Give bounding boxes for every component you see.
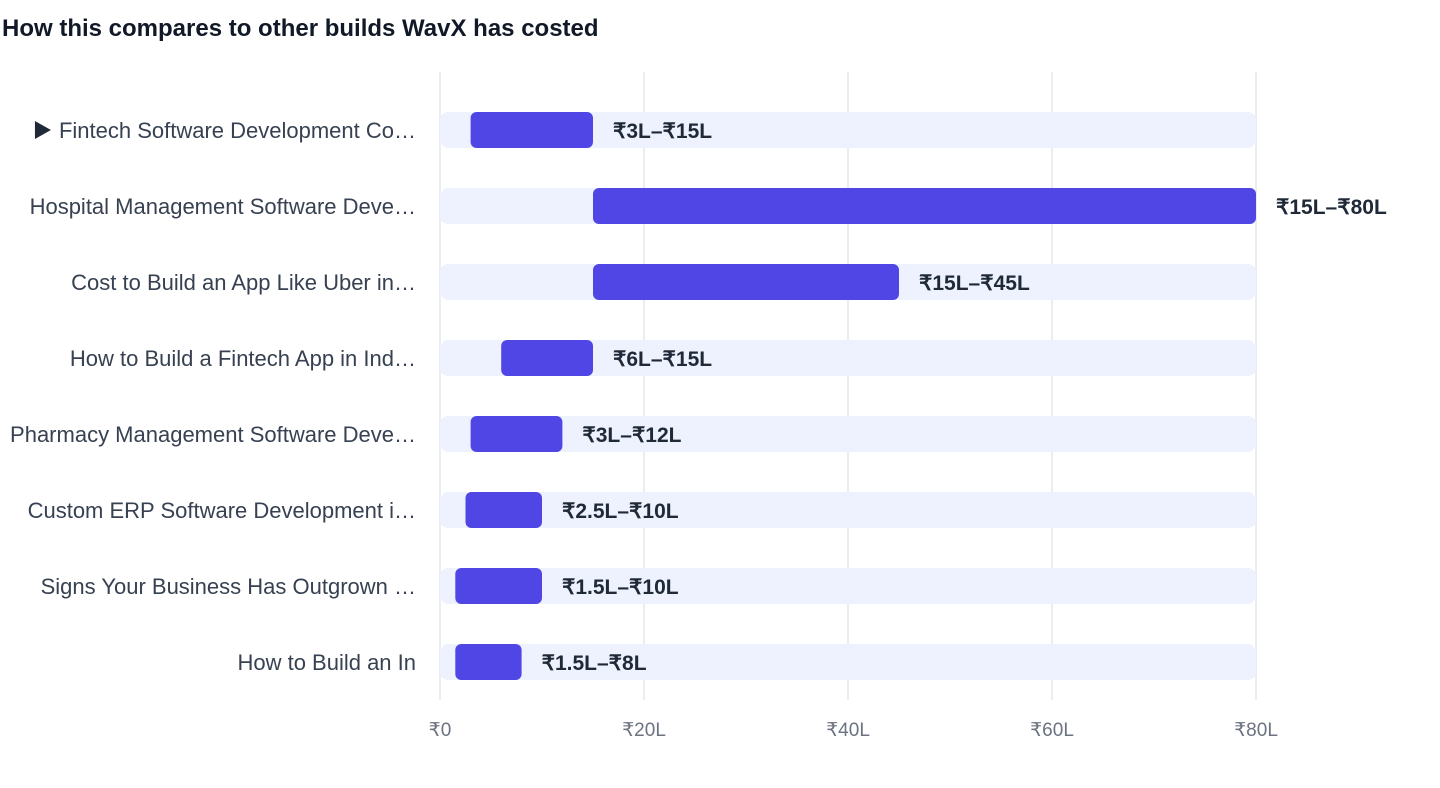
range-track — [440, 416, 1256, 452]
range-value-label: ₹3L–₹15L — [613, 120, 712, 143]
range-bar[interactable] — [455, 568, 542, 604]
x-tick-label: ₹60L — [1030, 720, 1074, 741]
range-value-label: ₹15L–₹80L — [1276, 196, 1387, 219]
x-tick-label: ₹80L — [1234, 720, 1278, 741]
range-bar[interactable] — [455, 644, 522, 680]
range-value-label: ₹1.5L–₹8L — [542, 652, 647, 675]
range-value-label: ₹1.5L–₹10L — [562, 576, 679, 599]
range-bar[interactable] — [470, 112, 593, 148]
category-label: How to Build a Fintech App in Ind… — [70, 346, 416, 371]
category-label: Signs Your Business Has Outgrown … — [41, 574, 416, 599]
range-bar[interactable] — [465, 492, 543, 528]
range-track — [440, 340, 1256, 376]
x-tick-label: ₹20L — [622, 720, 666, 741]
category-label: Custom ERP Software Development i… — [28, 498, 416, 523]
x-tick-label: ₹0 — [429, 720, 452, 741]
range-track — [440, 112, 1256, 148]
label-layer: Fintech Software Development Co… ₹3L–₹15L… — [10, 118, 1387, 675]
range-track — [440, 568, 1256, 604]
range-value-label: ₹6L–₹15L — [613, 348, 712, 371]
range-bar[interactable] — [470, 416, 563, 452]
chart-title: How this compares to other builds WavX h… — [2, 15, 599, 42]
range-bar[interactable] — [501, 340, 593, 376]
x-axis-ticks: ₹0 ₹20L ₹40L ₹60L ₹80L — [429, 720, 1278, 741]
category-label: Pharmacy Management Software Deve… — [10, 422, 416, 447]
category-label: Fintech Software Development Co… — [59, 118, 416, 143]
bar-layer — [455, 112, 1256, 680]
category-label: How to Build an In — [237, 650, 416, 675]
range-track — [440, 644, 1256, 680]
range-value-label: ₹15L–₹45L — [919, 272, 1030, 295]
grid-layer — [439, 72, 1257, 700]
x-tick-label: ₹40L — [826, 720, 870, 741]
range-bar[interactable] — [593, 264, 899, 300]
current-item-marker-icon — [34, 121, 51, 139]
category-label: Hospital Management Software Deve… — [30, 194, 416, 219]
category-label: Cost to Build an App Like Uber in… — [71, 270, 416, 295]
range-track — [440, 492, 1256, 528]
range-value-label: ₹2.5L–₹10L — [562, 500, 679, 523]
range-bar[interactable] — [593, 188, 1256, 224]
range-value-label: ₹3L–₹12L — [582, 424, 681, 447]
